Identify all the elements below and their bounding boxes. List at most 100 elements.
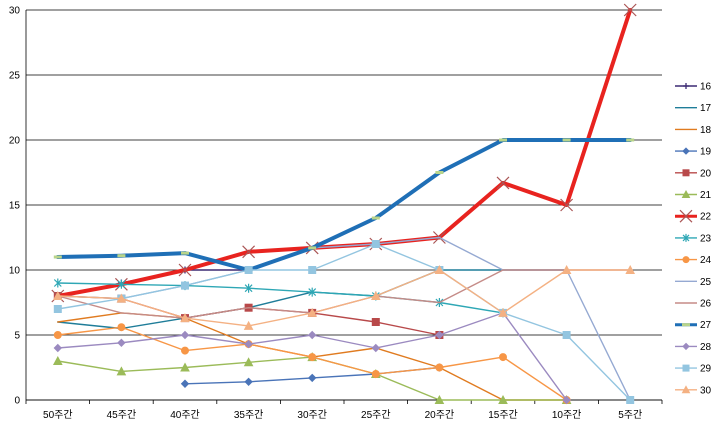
data-point (307, 330, 317, 340)
data-point (496, 176, 510, 190)
y-tick-label: 25 (9, 71, 21, 82)
data-point (307, 373, 317, 383)
series-line (57, 243, 631, 401)
data-point (434, 264, 445, 274)
legend-item: 19 (675, 147, 712, 158)
y-tick-label: 15 (9, 201, 21, 212)
data-point (498, 394, 508, 404)
data-point (181, 251, 189, 255)
data-point (561, 264, 572, 274)
legend-label: 22 (700, 212, 712, 223)
x-tick-label: 40주간 (170, 409, 200, 421)
data-point (53, 331, 62, 339)
series-line (57, 269, 631, 327)
data-point (682, 233, 690, 242)
legend-label: 16 (700, 82, 712, 93)
legend-label: 19 (700, 147, 712, 158)
data-point (308, 246, 317, 250)
y-tick-label: 30 (9, 6, 21, 17)
data-point (682, 256, 690, 264)
data-point (116, 366, 127, 376)
data-point (371, 216, 380, 220)
data-point (371, 240, 380, 248)
data-point (499, 138, 507, 142)
data-point (52, 290, 63, 300)
data-point (435, 363, 444, 372)
data-point (180, 362, 190, 372)
data-point (623, 3, 637, 17)
data-point (53, 343, 63, 353)
data-point (117, 323, 126, 332)
data-point (682, 342, 690, 351)
data-point (560, 198, 574, 212)
legend: 16 17 18 19 20 21 22 23 24 25 26 27 28 29 30 (675, 82, 712, 396)
y-tick-label: 10 (9, 266, 21, 277)
data-point (181, 281, 189, 290)
data-point (371, 318, 380, 326)
data-point (308, 287, 317, 297)
data-point (499, 353, 507, 362)
legend-item: 30 (675, 385, 712, 396)
legend-item: 29 (675, 364, 712, 375)
legend-item: 23 (675, 233, 712, 244)
data-point (626, 138, 635, 142)
y-axis: 0 5 10 15 20 25 30 (9, 6, 27, 407)
data-point (117, 338, 126, 348)
data-point (371, 370, 380, 378)
data-point (180, 313, 190, 323)
data-point (683, 83, 689, 89)
data-point (371, 343, 381, 353)
legend-label: 24 (700, 255, 712, 266)
data-point (308, 353, 317, 362)
legend-item: 26 (675, 299, 712, 310)
y-tick-label: 20 (9, 136, 21, 147)
data-point (181, 346, 189, 355)
data-point (117, 254, 126, 258)
legend-item: 25 (675, 277, 712, 288)
data-point (682, 147, 690, 155)
data-point (435, 330, 444, 340)
legend-item: 28 (675, 342, 712, 353)
data-point (434, 394, 445, 404)
data-point (242, 245, 256, 259)
data-point (117, 279, 126, 289)
data-point (52, 355, 63, 365)
series-line (55, 138, 633, 272)
data-point (53, 305, 62, 313)
data-point (180, 379, 190, 388)
data-point (682, 323, 690, 327)
data-point (679, 209, 693, 223)
data-point (244, 266, 253, 274)
data-point (681, 189, 691, 198)
data-point (244, 377, 253, 387)
data-point (53, 278, 62, 288)
x-tick-label: 50주간 (43, 409, 73, 421)
data-point (180, 330, 190, 340)
series-lines (51, 3, 637, 405)
legend-item: 17 (675, 103, 712, 114)
y-tick-label: 0 (14, 396, 20, 407)
data-point (243, 357, 254, 367)
x-tick-label: 5주간 (618, 409, 642, 421)
x-axis: 50주간 45주간 40주간 35주간 30주간 25주간 20주간 15주간 10주간 5주간 (25, 399, 663, 421)
x-tick-label: 15주간 (488, 409, 518, 421)
legend-item: 21 (675, 189, 712, 201)
y-tick-label: 5 (14, 331, 20, 342)
data-point (562, 395, 571, 405)
series-30 (52, 264, 636, 330)
legend-label: 18 (700, 125, 712, 136)
legend-label: 27 (700, 320, 712, 331)
legend-label: 25 (700, 277, 712, 288)
series-27 (53, 138, 635, 272)
data-point (244, 339, 253, 349)
data-point (625, 264, 636, 274)
data-point (681, 385, 691, 394)
legend-label: 26 (700, 299, 712, 310)
legend-label: 23 (700, 233, 712, 244)
legend-label: 17 (700, 103, 712, 114)
legend-item: 22 (675, 209, 712, 223)
x-tick-label: 45주간 (107, 409, 137, 421)
legend-label: 21 (700, 190, 712, 201)
